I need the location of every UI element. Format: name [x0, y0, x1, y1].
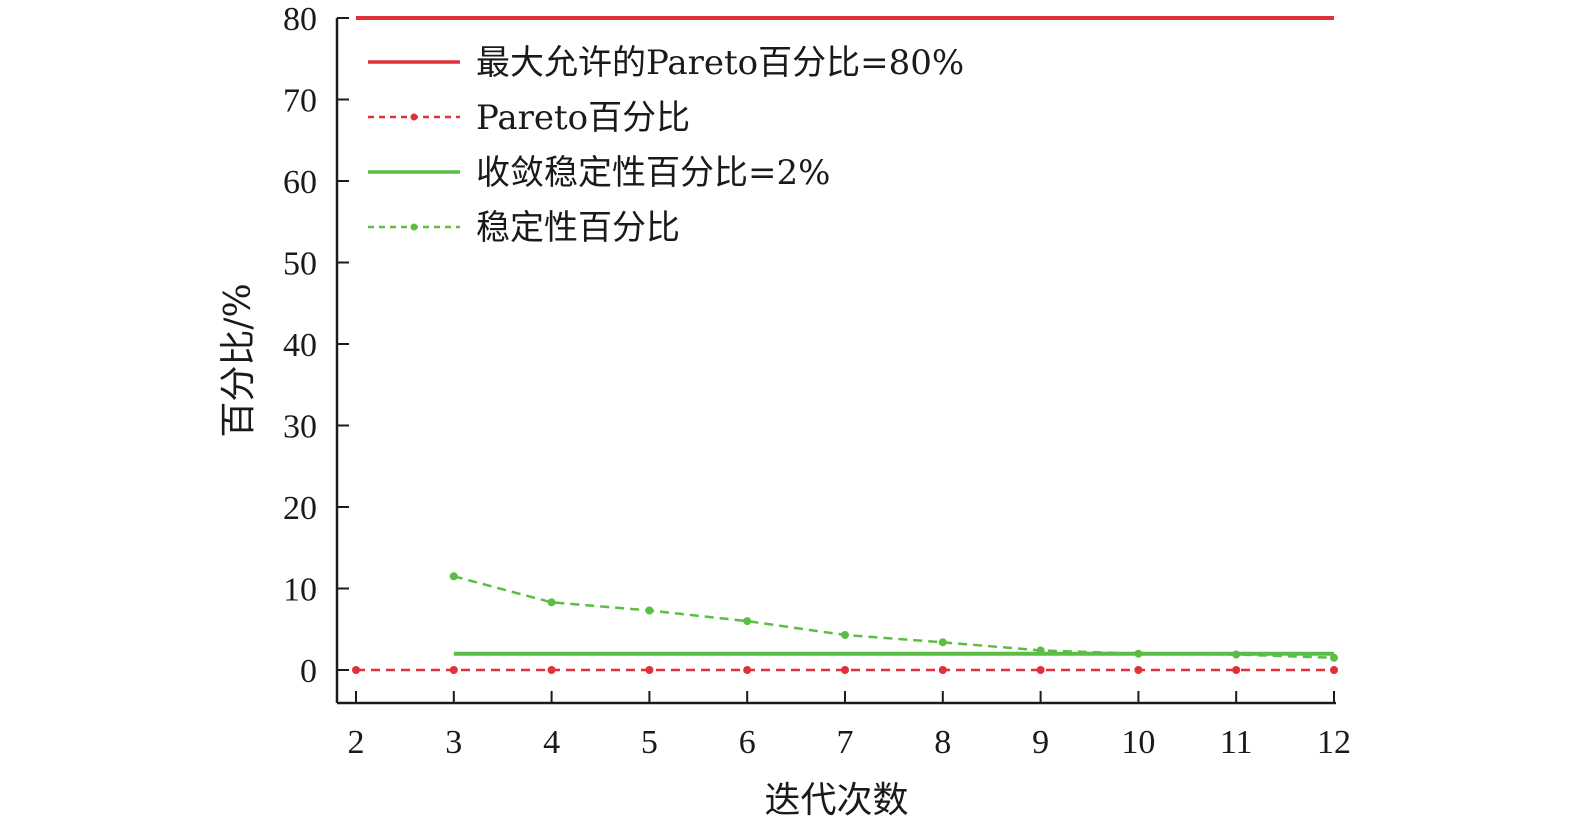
y-tick-label-40: 40 [283, 327, 317, 364]
series-3-point-7 [841, 630, 849, 639]
x-tick-label-3: 3 [445, 724, 462, 761]
series-1-point-5 [645, 666, 654, 674]
series-3-point-3 [449, 572, 458, 581]
series-1-point-10 [1134, 666, 1143, 674]
series-line-3 [453, 575, 1335, 660]
legend-label-1: Pareto百分比 [476, 98, 690, 138]
x-tick-label-5: 5 [641, 724, 658, 761]
y-axis-title: 百分比/% [218, 283, 259, 437]
y-tick-label-10: 10 [283, 572, 317, 609]
x-tick-label-6: 6 [739, 724, 756, 761]
legend-label-2: 收敛稳定性百分比=2% [476, 153, 830, 193]
legend-label-3: 稳定性百分比 [476, 208, 680, 248]
series-3-point-6 [743, 617, 752, 626]
y-tick-label-60: 60 [283, 164, 317, 201]
series-3-point-12 [1330, 653, 1338, 662]
series-3-point-9 [1036, 646, 1045, 655]
x-axis-title: 迭代次数 [764, 780, 908, 821]
series-1-point-6 [743, 666, 752, 674]
y-tick-label-30: 30 [283, 409, 317, 446]
legend-marker-3 [410, 223, 418, 231]
series-3-point-11 [1232, 650, 1241, 659]
series-markers [352, 572, 1338, 674]
y-tick-label-0: 0 [300, 653, 317, 690]
x-tick-label-4: 4 [543, 724, 560, 761]
series-1-point-12 [1330, 666, 1338, 674]
x-tick-label-10: 10 [1121, 724, 1155, 761]
x-tick-label-2: 2 [348, 724, 365, 761]
x-tick-label-7: 7 [837, 724, 854, 761]
series-1-point-4 [547, 666, 556, 674]
series-1-point-8 [938, 666, 947, 674]
x-tick-label-9: 9 [1032, 724, 1049, 761]
series-3-point-4 [547, 598, 556, 607]
x-tick-label-11: 11 [1220, 724, 1253, 761]
x-tick-label-8: 8 [934, 724, 951, 761]
series-1-point-11 [1232, 666, 1241, 674]
ticks: 0 10 20 30 40 50 60 70 80 2 3 4 5 6 7 8 9 10 11 12 [283, 1, 1351, 761]
legend-label-0: 最大允许的Pareto百分比=80% [476, 43, 964, 83]
legend-marker-1 [410, 113, 418, 121]
x-tick-label-12: 12 [1317, 724, 1351, 761]
series-3-point-10 [1134, 649, 1143, 658]
y-tick-label-80: 80 [283, 1, 317, 38]
series-1-point-7 [841, 666, 849, 674]
y-tick-label-20: 20 [283, 490, 317, 527]
series-1-point-9 [1036, 666, 1045, 674]
series-3-point-8 [938, 638, 947, 647]
y-tick-label-70: 70 [283, 83, 317, 120]
series-1-point-3 [449, 666, 458, 674]
y-tick-label-50: 50 [283, 246, 317, 283]
series-1-point-2 [352, 666, 360, 674]
series-3-point-5 [645, 606, 654, 615]
